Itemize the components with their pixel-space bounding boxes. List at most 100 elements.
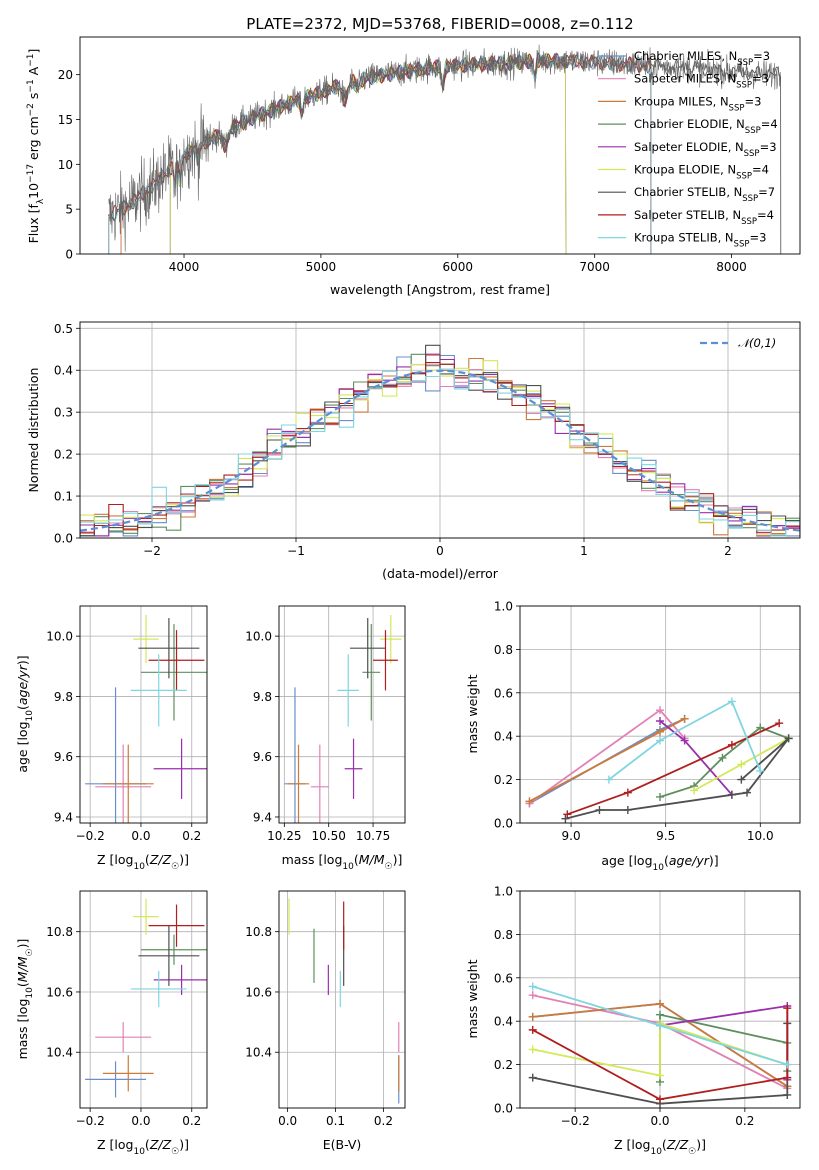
y-tick-label: 0.6 [494,686,513,700]
y-tick-label: 9.8 [253,690,272,704]
spectrum-legend: Chabrier MILES, NSSP=3 Salpeter MILES, NS… [598,49,778,250]
errorbar-point [349,618,386,679]
y-tick-label: 0.4 [494,730,513,744]
y-tick-label: 0.0 [494,1102,513,1116]
y-tick-label: 0.3 [54,406,73,420]
mass_vs_ebv-xlabel: E(B-V) [323,1137,362,1152]
y-tick-label: 0.0 [494,817,513,831]
x-tick-label: 8000 [716,260,747,274]
weight_vs_Z-xlabel: Z [log10(Z/Z☉)] [614,1137,706,1157]
errorbar-point [138,925,200,986]
age_vs_Z-frame [79,605,208,824]
weight-marker [783,1004,792,1013]
y-tick-label: 10.6 [46,985,73,999]
weight-marker [525,797,534,806]
legend-label: 𝒩(0,1) [738,336,776,350]
errorbar-point [102,744,154,823]
y-tick-label: 10.4 [245,1046,272,1060]
weight-series-line [532,1008,789,1101]
legend-label: Chabrier MILES, NSSP=3 [634,49,770,68]
spectrum-xlabel: wavelength [Angstrom, rest frame] [330,282,550,297]
weight-series-line [566,722,780,816]
legend-label: Salpeter MILES, NSSP=3 [634,72,769,91]
x-tick-label: −2 [143,544,161,558]
spectrum-ylabel: Flux [fλ10−17 erg cm−2 s−1 A−1] [26,49,46,244]
mass_vs_Z-points [85,898,207,1098]
y-tick-label: 0.5 [54,322,73,336]
model-spectrum-line [169,52,567,254]
y-tick-label: 10 [58,158,73,172]
weight-marker [756,723,765,732]
weight_vs_age-ylabel: mass weight [465,674,480,753]
age_vs_mass-axes: 10.25 10.50 10.75 9.4 9.6 9.8 10.0 [245,606,405,843]
residual-histogram [80,368,800,537]
y-tick-label: 9.4 [253,810,272,824]
weight-marker [656,717,664,726]
errorbar-point [373,630,398,691]
weight-marker [528,1012,537,1021]
y-tick-label: 10.8 [245,925,272,939]
errorbar-point [337,654,359,727]
age_vs_mass-frame [278,605,406,824]
x-tick-label: 0.0 [278,1114,297,1128]
observed-spectrum-line [108,44,781,252]
weight_vs_age-lines [525,697,793,823]
x-tick-label: 1 [580,544,588,558]
x-tick-label: 5000 [306,260,337,274]
age_vs_mass-xlabel: mass [log10(M/M☉)] [282,852,403,872]
y-tick-label: 9.6 [54,750,73,764]
x-tick-label: 0.2 [182,1114,201,1128]
weight-series-line [608,700,762,781]
y-tick-label: 0.8 [494,928,513,942]
errorbar-point [130,654,187,727]
y-tick-label: 20 [58,68,73,82]
weight-marker [656,792,664,801]
weight-marker [727,790,736,799]
y-tick-label: 10.0 [245,630,272,644]
x-tick-label: 9.5 [656,829,675,843]
weight-marker [680,714,689,723]
errorbar-point [310,744,329,823]
errorbar-point [287,744,310,823]
weight-marker [656,1010,664,1019]
weight_vs_Z-lines [528,982,792,1108]
histogram-lines [80,344,800,537]
weight_vs_Z-ylabel: mass weight [465,959,480,1038]
age_vs_Z-axes: −0.2 0.0 0.2 9.4 9.6 9.8 10.0 [46,606,207,843]
weight-marker [756,766,765,775]
y-tick-label: 10.0 [46,630,73,644]
y-tick-label: 0.2 [494,773,513,787]
weight-marker [783,1090,792,1099]
x-tick-label: −1 [287,544,305,558]
legend-label: Chabrier ELODIE, NSSP=4 [634,117,778,136]
weight-marker [623,805,632,814]
errorbar-point [133,898,159,935]
errorbar-point [380,615,402,664]
x-tick-label: −0.2 [76,829,105,843]
spectrum-axes: 4000 5000 6000 7000 8000 0 5 10 15 20 [58,68,747,274]
x-tick-label: −0.2 [76,1114,105,1128]
weight-marker [595,805,604,814]
weight-marker [680,736,689,745]
legend-label: Kroupa STELIB, NSSP=3 [634,231,766,250]
errorbar-point [138,618,200,679]
mass_vs_ebv-points [288,898,400,1104]
x-tick-label: 10.75 [356,829,390,843]
weight-series-line [532,1022,788,1077]
errorbar-point [153,964,207,995]
y-tick-label: 0.0 [54,532,73,546]
residuals-frame [79,321,801,539]
mass_vs_ebv-axes: 0.0 0.1 0.2 10.4 10.6 10.8 [245,891,405,1128]
y-tick-label: 9.4 [54,810,73,824]
y-tick-label: 0.6 [494,971,513,985]
y-tick-label: 0.8 [494,643,513,657]
residual-histogram [80,361,800,537]
mass_vs_Z-axes: −0.2 0.0 0.2 10.4 10.6 10.8 [46,891,207,1128]
y-tick-label: 15 [58,113,73,127]
errorbar-point [140,934,207,965]
y-tick-label: 5 [65,203,73,217]
mass_vs_Z-ylabel: mass [log10(M/M☉)] [15,939,35,1060]
y-tick-label: 10.4 [46,1046,73,1060]
weight-marker [690,786,699,795]
